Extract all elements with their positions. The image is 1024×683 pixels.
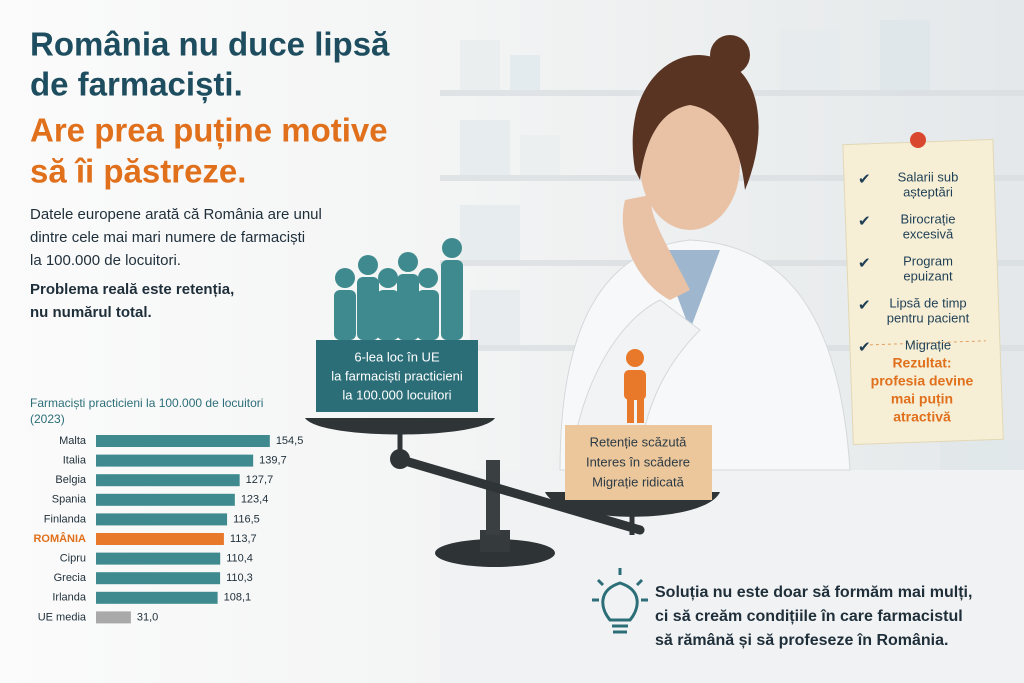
people-icons: [334, 238, 463, 340]
bar: [96, 493, 235, 506]
note-result: mai puțin: [891, 391, 953, 407]
right-box: [565, 425, 712, 500]
headline-accent: Are prea puține motive: [30, 112, 388, 150]
right-box-text: Retenție scăzută: [590, 434, 688, 449]
bar-label: Belgia: [55, 474, 86, 486]
note-item: așteptări: [903, 184, 953, 199]
solution: Soluția nu este doar să formăm mai mulți…: [655, 584, 972, 601]
note-item: excesivă: [903, 226, 954, 241]
bar-label: ROMÂNIA: [33, 532, 86, 545]
headline: de farmaciști.: [30, 66, 243, 104]
note-item: Birocrație: [901, 211, 956, 226]
note-result: atractivă: [893, 409, 951, 425]
left-box-text: 6-lea loc în UE: [354, 349, 440, 364]
bar: [96, 552, 221, 565]
bar-label: UE media: [38, 611, 87, 623]
left-box: [316, 340, 478, 412]
intro-bold: Problema reală este retenția,: [30, 281, 234, 298]
bar: [96, 591, 218, 604]
bar: [96, 474, 240, 487]
right-box-text: Migrație ridicată: [592, 474, 685, 489]
bar: [96, 533, 224, 545]
value-label: 110,3: [226, 572, 253, 584]
check: ✔: [858, 297, 871, 314]
value-label: 116,5: [233, 513, 260, 525]
person-icon: [624, 349, 646, 423]
left-box-text: la 100.000 locuitori: [342, 387, 451, 402]
bar-label: Malta: [59, 435, 87, 447]
chart-subtitle: (2023): [30, 412, 65, 426]
check: ✔: [858, 339, 871, 356]
bar-label: Italia: [63, 455, 87, 467]
value-label: 31,0: [137, 611, 158, 623]
check: ✔: [858, 213, 871, 230]
counter: [440, 470, 1024, 683]
bar-label: Irlanda: [52, 592, 87, 604]
pin: [910, 132, 926, 148]
chart-title: Farmaciști practicieni la 100.000 de loc…: [30, 396, 263, 410]
value-label: 139,7: [259, 455, 287, 467]
solution: ci să creăm condițiile în care farmacist…: [655, 608, 963, 625]
check: ✔: [858, 255, 871, 272]
value-label: 154,5: [276, 435, 304, 447]
note-item: Migrație: [905, 337, 951, 352]
bar-label: Grecia: [54, 572, 87, 584]
right-box-text: Interes în scădere: [586, 454, 690, 469]
value-label: 110,4: [226, 553, 253, 565]
note-item: epuizant: [903, 268, 953, 283]
bar: [96, 454, 254, 467]
note-result: Rezultat:: [892, 355, 951, 371]
check: ✔: [858, 171, 871, 188]
value-label: 108,1: [224, 592, 252, 604]
bar: [96, 513, 228, 526]
solution: să rămână și să profeseze în România.: [655, 632, 948, 649]
intro: la 100.000 de locuitori.: [30, 252, 181, 269]
bar: [96, 572, 221, 585]
headline-accent: să îi păstreze.: [30, 153, 246, 190]
note-item: pentru pacient: [887, 310, 970, 325]
intro: Datele europene arată că România are unu…: [30, 206, 322, 223]
value-label: 127,7: [246, 474, 274, 486]
bar: [96, 435, 270, 447]
intro-bold: nu numărul total.: [30, 304, 152, 321]
bar-label: Spania: [52, 494, 87, 506]
headline: România nu duce lipsă: [30, 26, 390, 63]
bar-label: Finlanda: [44, 513, 87, 525]
value-label: 113,7: [230, 533, 257, 545]
bar-label: Cipru: [60, 553, 86, 565]
note-item: Salarii sub: [898, 169, 959, 184]
left-box-text: la farmaciști practicieni: [331, 368, 463, 383]
note-result: profesia devine: [871, 373, 974, 389]
note-item: Program: [903, 253, 953, 268]
value-label: 123,4: [241, 494, 269, 506]
lightbulb: [592, 568, 648, 634]
bar: [96, 611, 131, 624]
note-item: Lipsă de timp: [889, 295, 966, 310]
intro: dintre cele mai mari numere de farmacișt…: [30, 229, 305, 246]
